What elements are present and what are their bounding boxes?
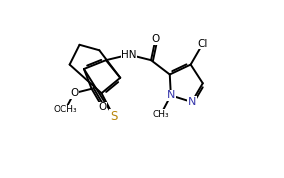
Text: N: N [188,97,196,107]
Text: Cl: Cl [198,39,208,49]
Text: O: O [99,103,107,112]
Text: S: S [110,110,117,123]
Text: O: O [151,34,160,44]
Text: HN: HN [121,50,137,60]
Text: O: O [70,88,78,98]
Text: OCH₃: OCH₃ [53,105,77,114]
Text: CH₃: CH₃ [153,110,169,119]
Text: N: N [167,90,175,100]
